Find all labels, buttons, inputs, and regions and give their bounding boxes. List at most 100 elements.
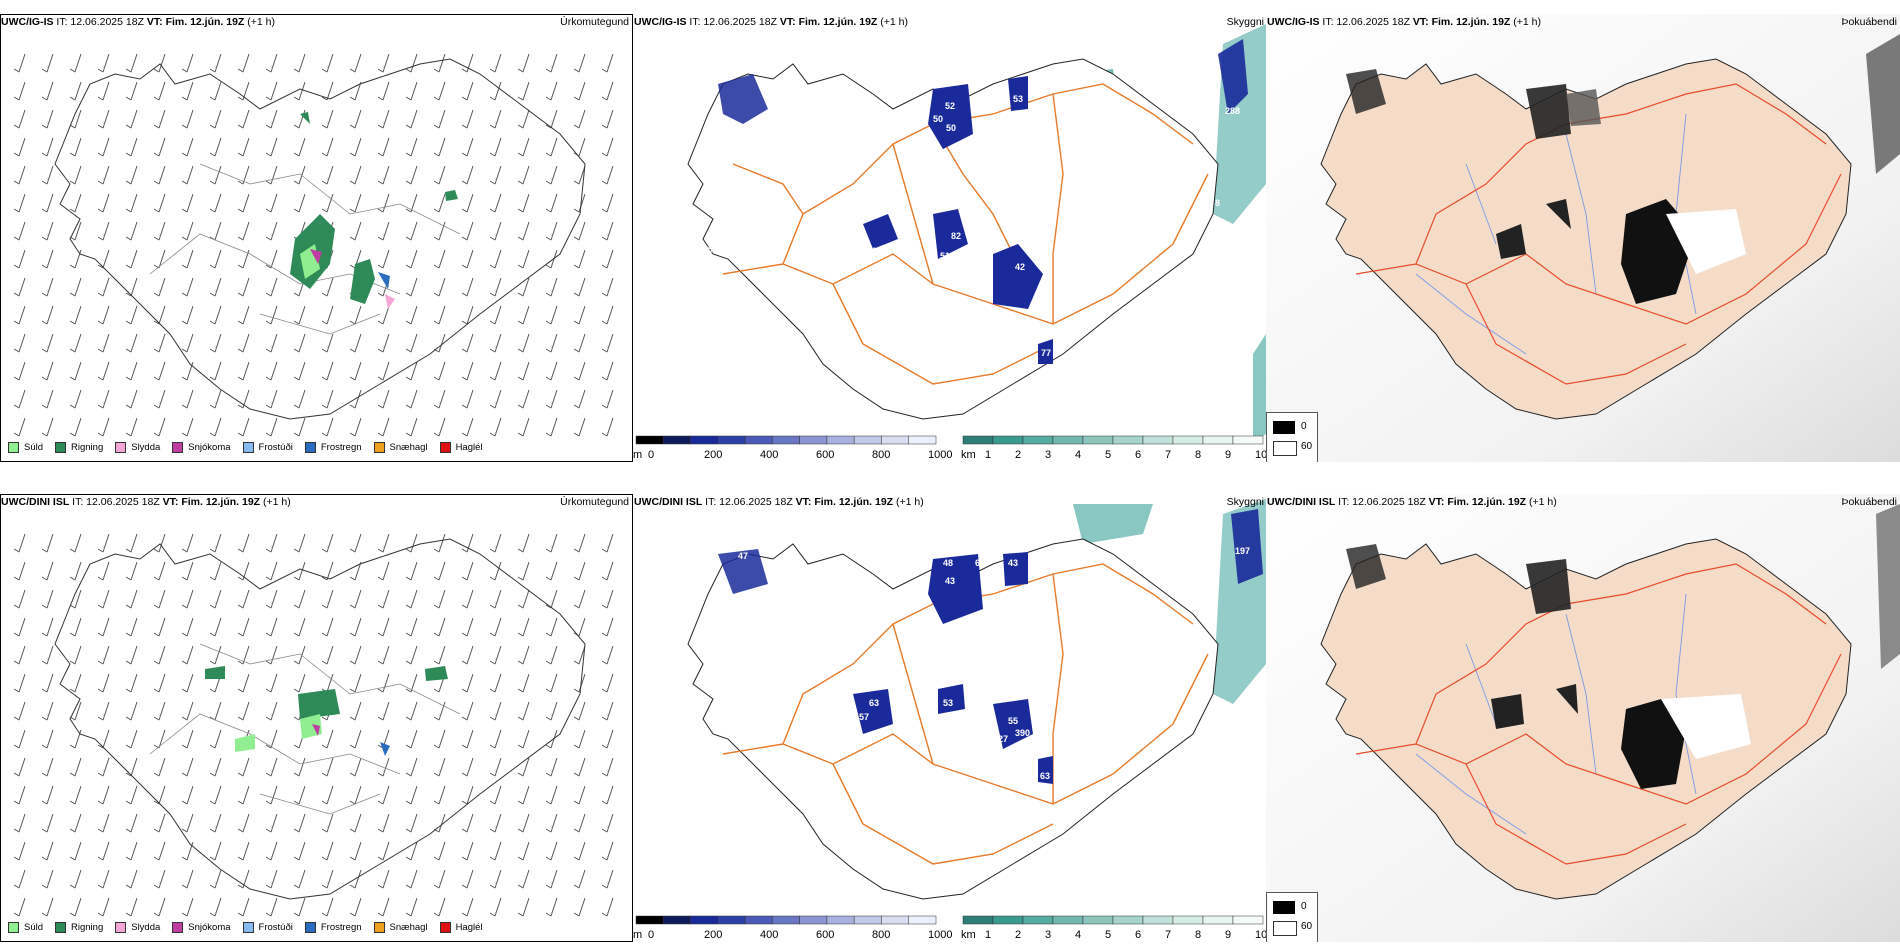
wind-barb [601,417,614,437]
wind-barb [237,333,250,353]
legend-item: Frostregn [304,922,362,933]
wind-barb [573,841,586,861]
wind-barb [601,361,614,381]
wind-barb [13,389,26,409]
colorbar-tick: 600 [816,449,834,461]
wind-barb [209,617,222,637]
wind-barb [293,645,306,665]
wind-barb [545,417,558,437]
wind-barb [13,813,26,833]
wind-barb [41,333,54,353]
colorbar-height-top: m 0 200 400 600 800 1000 km 1 2 3 4 5 6 7 8 9 10 [633,435,1266,461]
fog-map-top [1266,14,1900,462]
wind-barb [181,589,194,609]
colorbar-tick: 1 [985,449,991,461]
wind-barb [97,221,110,241]
wind-barb [293,533,306,553]
fog-legend: 0 60 [1266,892,1318,942]
wind-barb [321,813,334,833]
wind-barb [517,757,530,777]
panel-title: Þokuábendi [1841,16,1897,28]
wind-barb [321,757,334,777]
legend-item: Rigning [55,442,103,453]
wind-barb [517,305,530,325]
iceland-outline [54,58,586,420]
wind-barb [349,841,362,861]
wind-barb [433,841,446,861]
precip-map-bottom [0,494,633,942]
wind-barb [545,869,558,889]
wind-barb [433,109,446,129]
colorbar-height-bottom: m 0 200 400 600 800 1000 km 1 2 3 4 5 6 7 8 9 10 [633,915,1266,941]
wind-barb [69,137,82,157]
wind-barb [321,589,334,609]
vis-label: 63 [1040,771,1050,781]
panel-precip-type-bottom: UWC/DINI ISL IT: 12.06.2025 18Z VT: Fim.… [0,494,633,942]
wind-barb [13,841,26,861]
legend-item: Snæhagl [373,922,428,933]
wind-barb [97,617,110,637]
colorbar-cell [717,915,746,925]
panel-title: Úrkomutegund [560,496,629,508]
wind-barb [69,333,82,353]
wind-barb [349,193,362,213]
wind-barb [573,785,586,805]
wind-barb [13,785,26,805]
wind-barb [461,277,474,297]
wind-barb [517,617,530,637]
wind-barb [69,165,82,185]
wind-barb [433,645,446,665]
vis-label: 51 [708,244,718,254]
wind-barb [461,841,474,861]
wind-barb [433,561,446,581]
wind-barb [293,389,306,409]
wind-barb [517,53,530,73]
fog-legend-high: 0 [1301,901,1307,912]
wind-barb [489,869,502,889]
wind-barb [293,785,306,805]
wind-barb [97,645,110,665]
wind-barb [237,617,250,637]
legend-item: Rigning [55,922,103,933]
vis-label: 390 [1015,728,1030,738]
colorbar-tick: 6 [1135,449,1141,461]
wind-barb [97,785,110,805]
visibility-map-top: 52 50 50 53 78 288 8 43 51 82 84 42 10 7… [687,24,1266,444]
wind-barb [181,53,194,73]
fog-legend-low: 60 [1301,921,1313,932]
wind-barb [573,249,586,269]
wind-barb [489,277,502,297]
wind-barb [349,137,362,157]
wind-barb [489,617,502,637]
wind-barb [405,785,418,805]
wind-barb [125,533,138,553]
wind-barb [601,589,614,609]
wind-barb [405,533,418,553]
wind-barb [237,897,250,917]
wind-barb [321,333,334,353]
wind-barb [125,165,138,185]
wind-barb [41,729,54,749]
wind-barb [461,617,474,637]
wind-barb [489,109,502,129]
panel-header: UWC/DINI ISL IT: 12.06.2025 18Z VT: Fim.… [1,496,291,508]
wind-barb [405,193,418,213]
wind-barb [13,617,26,637]
wind-barb [405,305,418,325]
wind-barb [489,417,502,437]
legend-swatch [115,922,127,933]
wind-barb [13,305,26,325]
wind-barb [321,729,334,749]
wind-barb [517,813,530,833]
wind-barb [13,897,26,917]
wind-barb [517,137,530,157]
wind-barb [265,333,278,353]
wind-barb [125,277,138,297]
wind-barb [489,729,502,749]
visibility-value-labels: 52 50 50 53 78 288 8 43 51 82 84 42 10 7… [708,94,1240,358]
wind-barb [349,561,362,581]
wind-barb [573,897,586,917]
wind-barb [433,221,446,241]
wind-barb [545,221,558,241]
wind-barb [321,109,334,129]
